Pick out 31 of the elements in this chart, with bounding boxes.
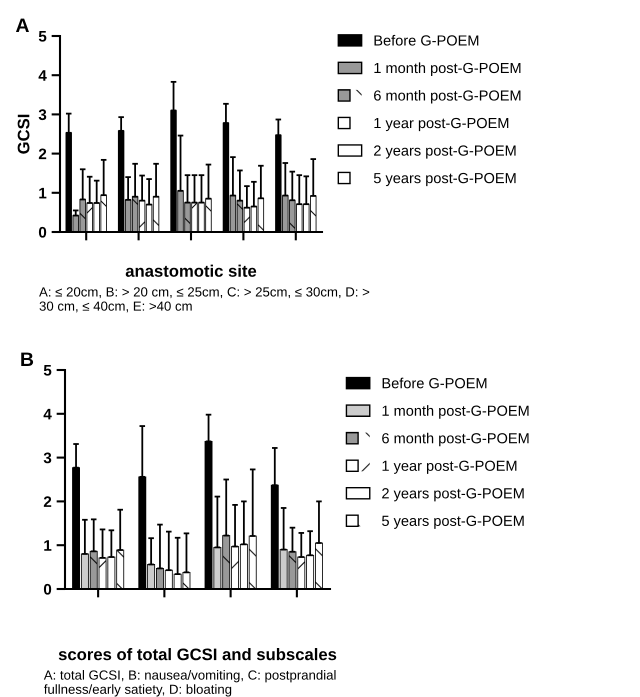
legend-label: 5 years post-G-POEM — [374, 172, 516, 186]
x-axis-title: anastomotic site — [126, 264, 256, 277]
legend-label: 6 month post-G-POEM — [382, 432, 529, 446]
chart-title: A — [16, 18, 29, 32]
y-tick-label: 4 — [38, 70, 47, 81]
legend-label: 2 years post-G-POEM — [374, 145, 516, 159]
legend-label: 1 month post-G-POEM — [374, 62, 520, 76]
y-tick-label: 2 — [38, 148, 46, 160]
x-axis-title: scores of total GCSI and subscales — [58, 648, 336, 660]
legend-label: 6 month post-G-POEM — [374, 90, 520, 104]
y-axis-title: GCSI — [18, 114, 30, 154]
y-tick-label: 4 — [44, 408, 52, 420]
legend-label: 1 month post-G-POEM — [382, 405, 529, 419]
y-tick-label: 0 — [44, 584, 52, 595]
y-tick-label: 3 — [44, 452, 52, 464]
legend-label: 5 years post-G-POEM — [382, 516, 524, 529]
y-tick-label: 5 — [44, 365, 52, 376]
legend-label: Before G-POEM — [374, 34, 478, 46]
chart-title: B — [21, 352, 34, 366]
text: A: total GCSI, B: nausea/vomiting, C: postprandial fullness/early satiety, D: bloating — [44, 670, 336, 697]
y-tick-label: 3 — [38, 109, 46, 120]
y-tick-label: 1 — [39, 188, 46, 198]
legend-label: 1 year post-G-POEM — [382, 460, 516, 474]
y-tick-label: 0 — [38, 226, 46, 238]
y-tick-label: 1 — [44, 540, 52, 551]
legend-label: Before G-POEM — [382, 378, 486, 388]
y-tick-label: 5 — [38, 31, 46, 42]
y-tick-label: 2 — [44, 496, 52, 507]
legend-label: 1 year post-G-POEM — [374, 118, 508, 132]
legend-label: 2 years post-G-POEM — [382, 488, 524, 502]
text: A: ≤ 20cm, B: > 20 cm, ≤ 25cm, C: > 25cm, ≤ 30cm, D: > 30 cm, ≤ 40cm, E: >40 cm — [39, 287, 370, 312]
